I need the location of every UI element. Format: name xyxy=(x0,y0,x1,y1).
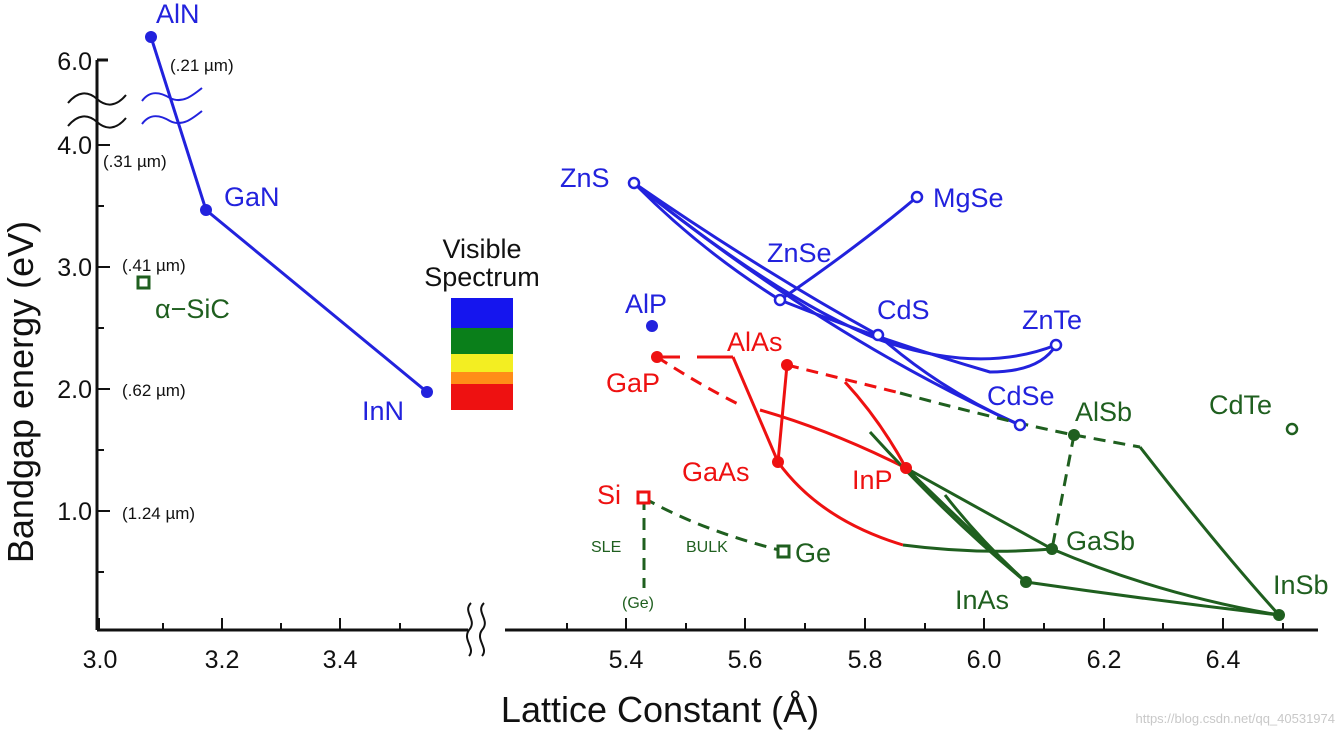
wavelength-label: (1.24 µm) xyxy=(122,504,195,523)
point-cdse xyxy=(1013,418,1027,432)
x-tick-label: 6.0 xyxy=(967,646,1002,674)
label-mgse: MgSe xyxy=(933,183,1004,213)
x-tick-label: 3.0 xyxy=(83,646,118,674)
label-si: Si xyxy=(597,480,621,510)
spectrum-band-blue xyxy=(451,298,513,328)
visible-spectrum-bar xyxy=(451,298,513,410)
spectrum-band-red xyxy=(451,384,513,410)
point-inp xyxy=(900,462,912,474)
label-alp: AlP xyxy=(625,289,667,319)
point-zns xyxy=(627,176,641,190)
label-ge-paren: (Ge) xyxy=(622,595,654,612)
label-gan: GaN xyxy=(224,182,280,212)
watermark: https://blog.csdn.net/qq_40531974 xyxy=(1135,711,1336,726)
point-sic xyxy=(136,275,151,290)
point-cds xyxy=(871,328,885,342)
ii-vi-alloy-lines xyxy=(632,181,1058,427)
label-ge: Ge xyxy=(795,538,831,568)
label-bulk: BULK xyxy=(686,539,728,556)
x-ticks xyxy=(98,618,1284,630)
label-inas: InAs xyxy=(955,585,1009,615)
label-znte: ZnTe xyxy=(1022,305,1082,335)
spectrum-band-orange xyxy=(451,372,513,384)
spectrum-title-line2: Spectrum xyxy=(424,262,540,292)
y-tick-label: 3.0 xyxy=(57,254,92,282)
label-zns: ZnS xyxy=(560,163,610,193)
label-alsb: AlSb xyxy=(1075,397,1132,427)
spectrum-band-green xyxy=(451,328,513,354)
y-tick-labels: 6.0 4.0 3.0 2.0 1.0 xyxy=(57,48,92,526)
label-inp: InP xyxy=(852,465,893,495)
point-gaas xyxy=(772,456,784,468)
label-gaas: GaAs xyxy=(682,457,750,487)
point-znse xyxy=(773,293,787,307)
wavelength-label: (.62 µm) xyxy=(122,381,186,400)
label-sic: α−SiC xyxy=(155,294,230,324)
y-tick-label: 6.0 xyxy=(57,48,92,76)
point-insb xyxy=(1273,609,1285,621)
material-labels: AlN GaN InN α−SiC ZnS MgSe ZnSe CdS ZnTe… xyxy=(155,0,1329,615)
label-cdse: CdSe xyxy=(987,381,1055,411)
point-gan xyxy=(200,204,212,216)
point-alsb xyxy=(1068,429,1080,441)
point-aln xyxy=(145,31,157,43)
iii-v-alloy-lines xyxy=(657,355,908,547)
y-ticks xyxy=(97,144,110,573)
x-tick-label: 5.6 xyxy=(728,646,763,674)
point-ge xyxy=(776,544,791,559)
point-gap xyxy=(651,351,663,363)
x-tick-label: 6.4 xyxy=(1206,646,1241,674)
indirect-dashed-lines xyxy=(642,391,1141,588)
wavelength-label: (.41 µm) xyxy=(122,256,186,275)
strain-annotations: SLE BULK (Ge) xyxy=(591,539,728,612)
x-tick-label: 3.2 xyxy=(205,646,240,674)
label-alas: AlAs xyxy=(727,327,783,357)
label-inn: InN xyxy=(362,396,404,426)
indirect-alloy-lines xyxy=(868,430,1281,617)
y-tick-label: 4.0 xyxy=(57,132,92,160)
wavelength-label: (.21 µm) xyxy=(170,56,234,75)
y-tick-label: 1.0 xyxy=(57,498,92,526)
spectrum-band-yellow xyxy=(451,354,513,372)
point-inas xyxy=(1020,576,1032,588)
label-aln: AlN xyxy=(156,0,200,29)
nitride-alloy-line xyxy=(149,36,428,394)
point-si xyxy=(636,490,651,505)
label-sle: SLE xyxy=(591,539,621,556)
y-axis-title: Bandgap energy (eV) xyxy=(0,221,41,563)
point-inn xyxy=(421,386,433,398)
label-gap: GaP xyxy=(606,368,660,398)
iii-v-dashed-lines xyxy=(656,355,901,407)
x-tick-label: 3.4 xyxy=(323,646,358,674)
point-znte xyxy=(1049,338,1063,352)
x-tick-label: 5.4 xyxy=(609,646,644,674)
wavelength-labels: (.21 µm) (.31 µm) (.41 µm) (.62 µm) (1.2… xyxy=(103,56,234,523)
point-cdte xyxy=(1285,422,1299,436)
wavelength-label: (.31 µm) xyxy=(103,152,167,171)
x-tick-label: 5.8 xyxy=(848,646,883,674)
point-gasb xyxy=(1046,543,1058,555)
data-points xyxy=(136,31,1299,621)
point-alas xyxy=(781,359,793,371)
label-cdte: CdTe xyxy=(1209,390,1272,420)
spectrum-title-line1: Visible xyxy=(442,234,521,264)
x-tick-label: 6.2 xyxy=(1087,646,1122,674)
point-mgse xyxy=(910,190,924,204)
point-alp xyxy=(646,320,658,332)
x-axis-title: Lattice Constant (Å) xyxy=(501,689,819,730)
label-insb: InSb xyxy=(1273,570,1329,600)
y-tick-label: 2.0 xyxy=(57,376,92,404)
label-cds: CdS xyxy=(877,295,930,325)
label-znse: ZnSe xyxy=(767,238,832,268)
y-axis-break-icon xyxy=(67,92,127,129)
x-axis-break-icon xyxy=(466,602,486,657)
label-gasb: GaSb xyxy=(1066,526,1135,556)
x-tick-labels: 3.0 3.2 3.4 5.4 5.6 5.8 6.0 6.2 6.4 xyxy=(83,646,1241,674)
